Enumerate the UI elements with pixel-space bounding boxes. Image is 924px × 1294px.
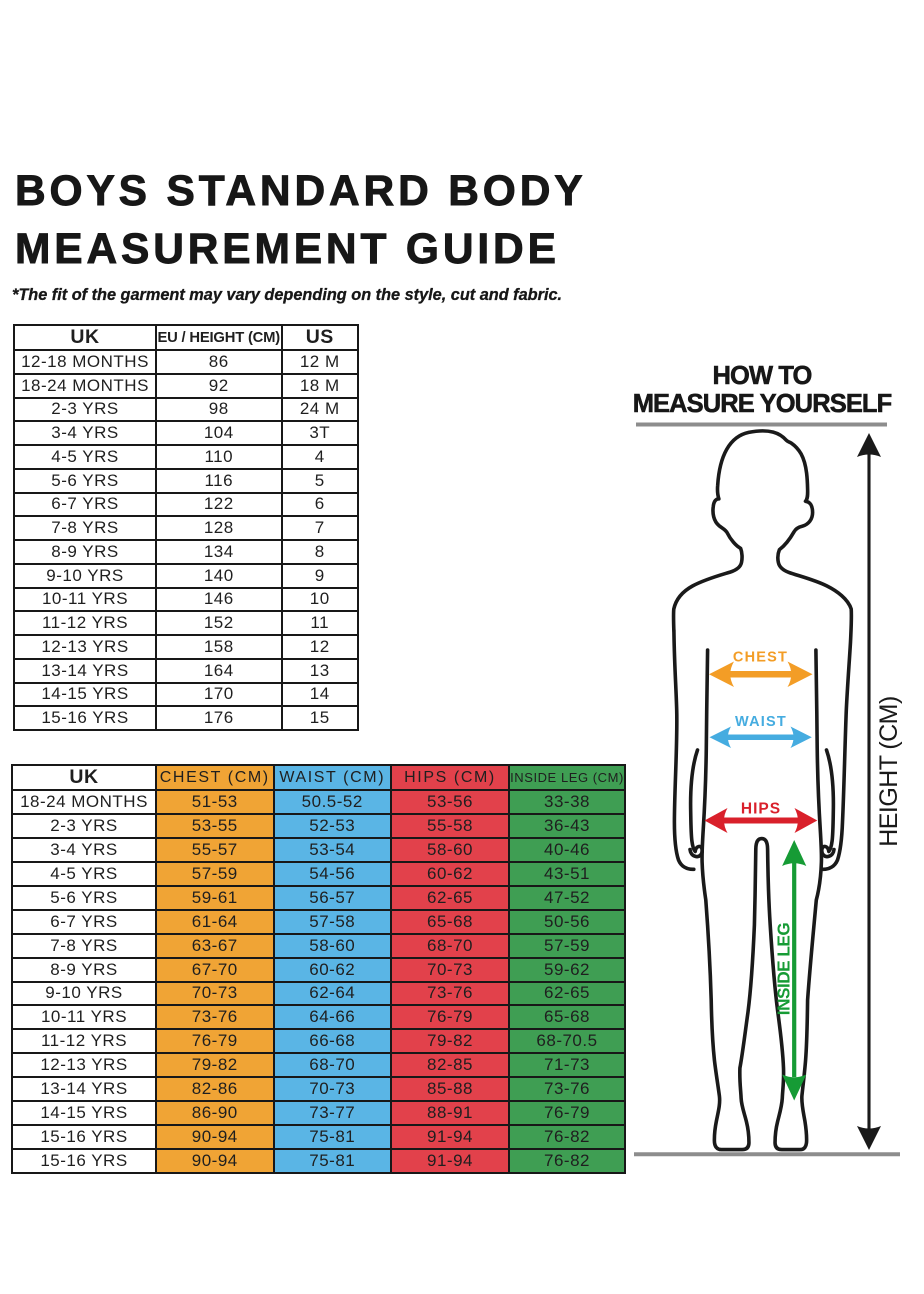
- svg-text:CHEST: CHEST: [733, 650, 788, 666]
- svg-text:HIPS: HIPS: [741, 800, 781, 817]
- svg-text:INSIDE LEG: INSIDE LEG: [774, 923, 794, 1016]
- svg-text:WAIST: WAIST: [735, 714, 787, 730]
- svg-text:HEIGHT (CM): HEIGHT (CM): [875, 696, 903, 846]
